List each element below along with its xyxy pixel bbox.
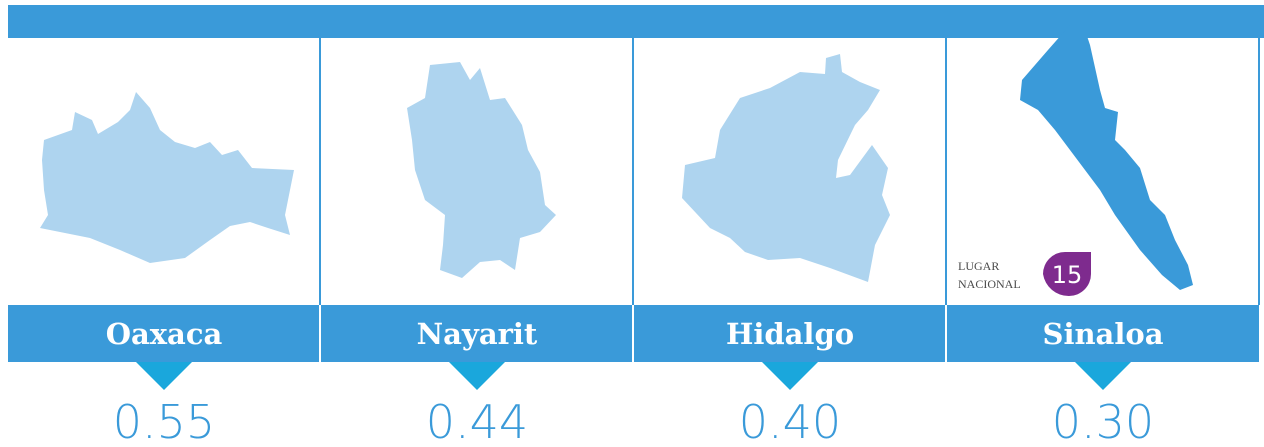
state-name: Oaxaca — [106, 317, 223, 351]
badge-line1: LUGAR — [958, 259, 999, 273]
badge-shape — [1043, 252, 1091, 297]
band-dividers — [319, 305, 947, 362]
top-bar — [8, 5, 1264, 38]
map-nayarit — [407, 62, 556, 278]
map-hidalgo — [682, 54, 890, 282]
map-sinaloa — [1020, 25, 1193, 290]
pointer — [449, 362, 505, 390]
badge-rank: 15 — [1052, 261, 1083, 289]
pointer — [762, 362, 818, 390]
pointer — [136, 362, 192, 390]
state-value: 0.44 — [426, 395, 528, 447]
state-name: Nayarit — [417, 317, 538, 351]
state-value: 0.55 — [113, 395, 215, 447]
map-oaxaca — [40, 92, 294, 263]
state-name: Sinaloa — [1043, 317, 1164, 351]
state-name: Hidalgo — [726, 317, 854, 351]
state-value: 0.40 — [739, 395, 841, 447]
badge-line2: NACIONAL — [958, 277, 1021, 291]
dividers — [319, 38, 1260, 305]
pointer — [1075, 362, 1131, 390]
state-value: 0.30 — [1052, 395, 1154, 447]
